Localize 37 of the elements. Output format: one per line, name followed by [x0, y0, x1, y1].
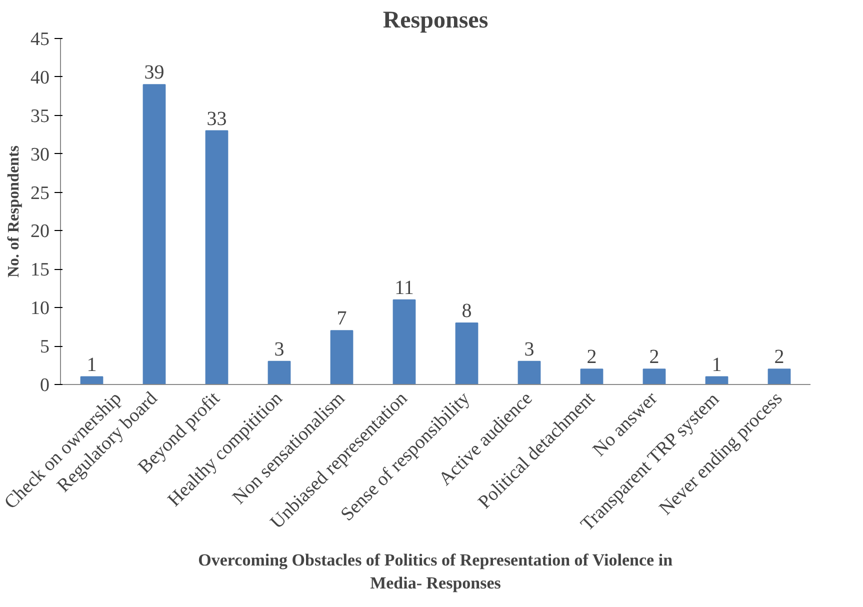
- bar: [268, 360, 291, 384]
- bar: [80, 376, 104, 384]
- bar: [142, 84, 166, 384]
- data-label: 1: [712, 354, 722, 376]
- bar: [330, 330, 354, 384]
- y-tick-label: 15: [30, 260, 50, 281]
- bar: [642, 368, 666, 384]
- y-tick-label: 30: [30, 144, 50, 166]
- data-label: 8: [462, 300, 472, 322]
- data-label: 2: [774, 346, 784, 368]
- y-tick-label: 5: [40, 336, 50, 358]
- bar: [205, 130, 228, 384]
- bar: [518, 360, 541, 384]
- data-label: 3: [274, 338, 284, 360]
- x-axis-title: Overcoming Obstacles of Politics of Representation of Violence in Media- Responses: [198, 550, 674, 593]
- bar: [705, 376, 728, 384]
- data-label: 11: [394, 276, 414, 299]
- bar: [768, 368, 791, 384]
- bar: [580, 368, 604, 384]
- data-label: 2: [649, 346, 660, 368]
- data-label: 7: [336, 308, 347, 330]
- y-tick-label: 45: [30, 29, 50, 50]
- y-tick-label: 20: [30, 221, 50, 242]
- data-label: 33: [206, 108, 227, 130]
- data-label: 1: [86, 354, 97, 376]
- y-tick-label: 0: [40, 375, 50, 396]
- bar: [392, 299, 416, 384]
- data-label: 3: [524, 338, 534, 360]
- y-tick-label: 25: [30, 182, 50, 204]
- bar: [455, 322, 478, 384]
- data-label: 39: [144, 62, 164, 84]
- y-tick-label: 40: [30, 67, 50, 88]
- y-tick-label: 10: [30, 298, 50, 320]
- y-tick-label: 35: [30, 106, 50, 127]
- y-axis-title: No. of Respondents: [6, 145, 22, 278]
- chart-title: Responses: [382, 8, 488, 34]
- data-label: 2: [586, 346, 597, 368]
